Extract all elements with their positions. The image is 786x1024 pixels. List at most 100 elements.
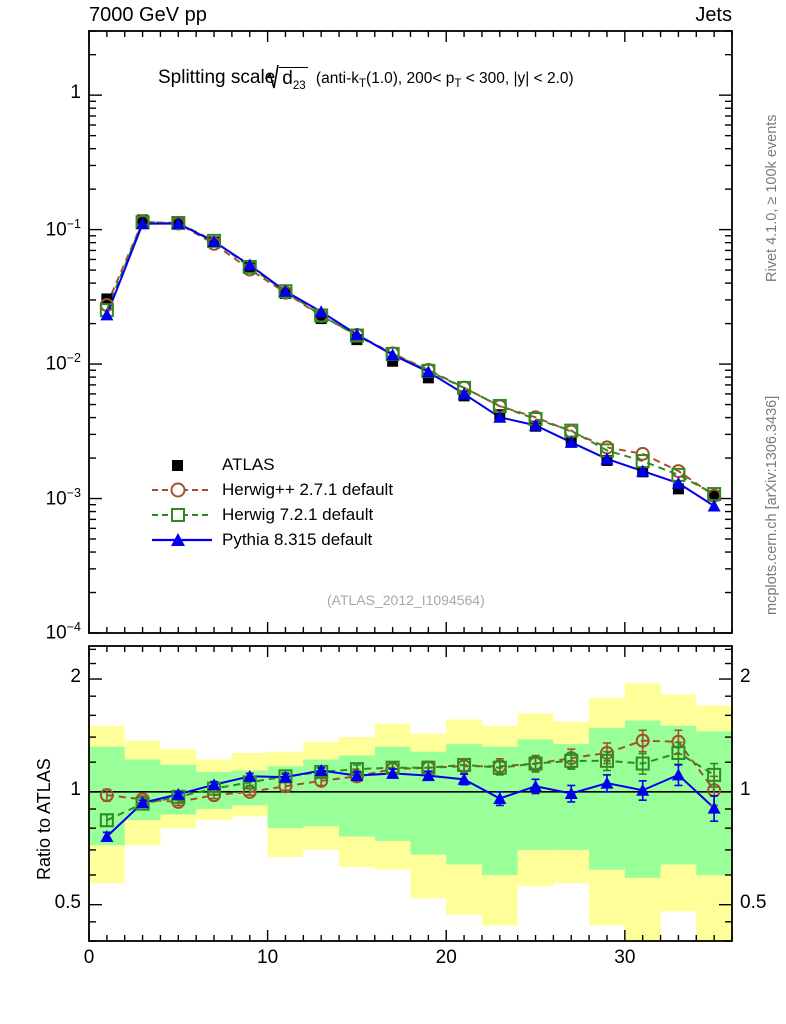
plot-title-main: Splitting scale <box>158 67 276 88</box>
x-tick-label: 20 <box>435 947 457 968</box>
legend-item-herwig7: Herwig 7.2.1 default <box>152 502 393 527</box>
ratio-data-point <box>386 766 400 779</box>
ratio-data-point <box>529 779 543 792</box>
legend-item-pythia: Pythia 8.315 default <box>152 527 393 552</box>
plot-title-radical: d <box>282 68 293 89</box>
main-data-point <box>315 313 327 325</box>
ratio-data-point <box>171 787 185 800</box>
ratio-y-tick-label-right: 0.5 <box>740 891 767 913</box>
ratio-data-point <box>421 769 435 782</box>
ratio-data-point <box>707 801 721 814</box>
main-data-point <box>671 476 685 489</box>
ratio-data-point <box>243 769 257 782</box>
main-data-point <box>387 355 399 367</box>
main-data-point <box>672 483 684 495</box>
legend-key-herwig7 <box>152 505 212 525</box>
main-y-tick-label: 10−1 <box>45 216 81 240</box>
main-data-point <box>100 308 114 321</box>
main-y-tick-label: 10−3 <box>45 485 81 509</box>
ratio-data-point <box>635 733 650 748</box>
legend-key-herwigpp <box>152 480 212 500</box>
legend-item-herwigpp: Herwig++ 2.7.1 default <box>152 477 393 502</box>
main-data-point <box>708 490 720 502</box>
ratio-data-point <box>564 753 579 768</box>
ratio-data-point <box>99 813 114 828</box>
plot-title: Splitting scale d23 (anti-kT(1.0), 200< … <box>158 64 574 92</box>
ratio-data-point <box>636 783 650 796</box>
main-data-point <box>529 418 543 431</box>
main-data-point <box>457 387 471 400</box>
main-data-point <box>493 410 507 423</box>
main-data-point <box>636 464 650 477</box>
plot-title-cuts-end: < 300, |y| < 2.0) <box>461 70 574 87</box>
plot-title-radical-sub: 23 <box>292 79 306 92</box>
ratio-data-point <box>350 769 364 782</box>
main-data-point <box>386 348 400 361</box>
legend-label-herwigpp: Herwig++ 2.7.1 default <box>222 479 394 499</box>
main-data-point <box>707 499 721 512</box>
plot-title-sub-pt: T <box>454 78 462 91</box>
main-data-point <box>564 435 578 448</box>
ratio-data-point <box>671 768 685 781</box>
ratio-data-point <box>600 776 614 789</box>
ratio-data-point <box>207 778 221 791</box>
legend-key-atlas <box>152 455 212 475</box>
main-data-point <box>635 446 650 461</box>
ratio-data-point <box>707 767 722 782</box>
main-y-tick-label: 1 <box>70 82 81 104</box>
analysis-id-watermark: (ATLAS_2012_I1094564) <box>327 592 485 608</box>
ratio-data-point <box>492 760 507 775</box>
main-panel-frame <box>88 30 733 634</box>
ratio-data-point <box>457 757 472 772</box>
ratio-y-tick-label: 0.5 <box>54 891 81 913</box>
legend-item-atlas: ATLAS <box>152 452 393 477</box>
main-data-point <box>600 452 614 465</box>
ratio-data-point <box>136 796 150 809</box>
ratio-axis-label: Ratio to ATLAS <box>34 758 54 880</box>
main-series-line <box>105 221 715 495</box>
ratio-data-point <box>671 745 686 760</box>
main-y-tick-label: 10−4 <box>45 620 81 644</box>
legend: ATLAS Herwig++ 2.7.1 default Herwig 7.2.… <box>152 452 393 552</box>
legend-label-herwig7: Herwig 7.2.1 default <box>222 504 374 524</box>
ratio-data-point <box>635 756 650 771</box>
ratio-data-point <box>278 770 292 783</box>
legend-label-pythia: Pythia 8.315 default <box>222 529 373 549</box>
legend-key-pythia <box>152 530 212 550</box>
main-data-point <box>421 365 435 378</box>
ratio-band-green <box>124 759 161 821</box>
x-tick-label: 30 <box>614 947 636 968</box>
ratio-y-tick-label: 2 <box>70 666 81 688</box>
main-y-tick-label: 10−2 <box>45 351 81 375</box>
plot-title-cuts-open: (anti-k <box>315 70 359 87</box>
x-tick-label: 0 <box>83 947 95 968</box>
main-data-point <box>171 217 185 230</box>
plot-title-sub-kt: T <box>359 78 367 91</box>
ratio-y-tick-label-right: 2 <box>740 666 751 688</box>
x-tick-label: 10 <box>257 947 279 968</box>
ratio-y-tick-label-right: 1 <box>740 778 751 800</box>
ratio-data-point <box>314 764 328 777</box>
main-data-point <box>350 327 364 340</box>
main-data-point <box>207 235 221 248</box>
header-process-label: Jets <box>695 4 732 26</box>
ratio-data-point <box>493 792 507 805</box>
main-data-point <box>278 284 292 297</box>
ratio-data-point <box>599 753 614 768</box>
ratio-data-point <box>99 788 114 803</box>
ratio-data-point <box>564 786 578 799</box>
ratio-data-point <box>100 830 114 843</box>
ratio-y-tick-label: 1 <box>70 778 81 800</box>
main-series-line <box>105 220 715 497</box>
main-series-line <box>105 222 715 507</box>
legend-label-atlas: ATLAS <box>222 454 275 474</box>
ratio-data-point <box>528 756 543 771</box>
main-data-point <box>314 305 328 318</box>
ratio-data-point <box>457 772 471 785</box>
main-data-point <box>243 258 257 271</box>
main-data-point <box>136 217 150 230</box>
header-beam-label: 7000 GeV pp <box>89 4 207 26</box>
plot-title-cuts-mid: (1.0), 200< p <box>366 70 455 87</box>
